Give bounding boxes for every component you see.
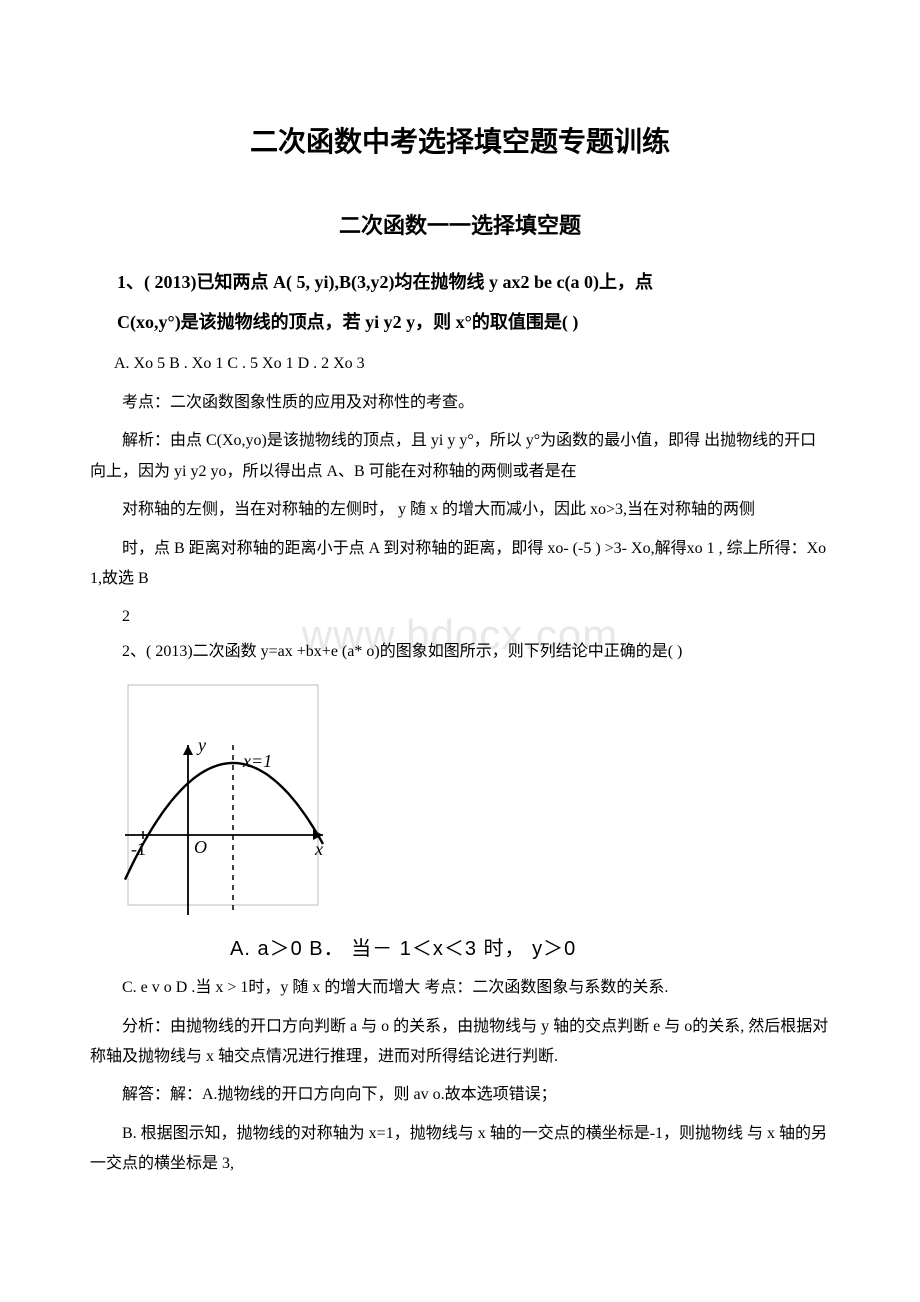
q1-analysis-2: 对称轴的左侧，当在对称轴的左侧时， y 随 x 的增大而减小，因此 xo>3,当… (90, 495, 830, 525)
title-sub: 二次函数一一选择填空题 (90, 208, 830, 240)
q2-analysis-2: 解答：解：A.抛物线的开口方向向下，则 av o.故本选项错误； (90, 1080, 830, 1110)
q2-analysis-3: B. 根据图示知，抛物线的对称轴为 x=1，抛物线与 x 轴的一交点的横坐标是-… (90, 1119, 830, 1180)
q1-analysis-1: 解析：由点 C(Xo,yo)是该抛物线的顶点，且 yi y y°，所以 y°为函… (90, 426, 830, 487)
q2-option-ab: A. a＞0 B． 当－ 1＜x＜3 时， y＞0 (90, 932, 830, 961)
title-main: 二次函数中考选择填空题专题训练 (90, 120, 830, 160)
svg-text:x=1: x=1 (242, 751, 272, 771)
q2-figure: y x x=1 -1 O (118, 675, 830, 920)
q1-stem-line2: C(xo,y°)是该抛物线的顶点，若 yi y2 y，则 x°的取值围是( ) (90, 304, 830, 340)
q2-option-cd-and-kaodian: C. e v o D .当 x > 1时，y 随 x 的增大而增大 考点：二次函… (90, 973, 830, 1003)
parabola-chart: y x x=1 -1 O (118, 675, 328, 915)
q2-stem: 2、( 2013)二次函数 y=ax +bx+e (a* o)的图象如图所示，则… (90, 637, 830, 667)
svg-text:-1: -1 (131, 839, 146, 859)
stray-subscript-2: 2 (90, 602, 830, 632)
svg-text:O: O (194, 837, 207, 857)
q1-options: A. Xo 5 B . Xo 1 C . 5 Xo 1 D . 2 Xo 3 (90, 348, 830, 380)
q2-analysis-1: 分析：由抛物线的开口方向判断 a 与 o 的关系，由抛物线与 y 轴的交点判断 … (90, 1012, 830, 1073)
q1-stem-line1: 1、( 2013)已知两点 A( 5, yi),B(3,y2)均在抛物线 y a… (90, 264, 830, 300)
q1-kaodian: 考点：二次函数图象性质的应用及对称性的考查。 (90, 388, 830, 418)
q1-analysis-3: 时，点 B 距离对称轴的距离小于点 A 到对称轴的距离，即得 xo- (-5 )… (90, 534, 830, 595)
svg-text:x: x (314, 839, 323, 859)
svg-text:y: y (196, 735, 206, 755)
